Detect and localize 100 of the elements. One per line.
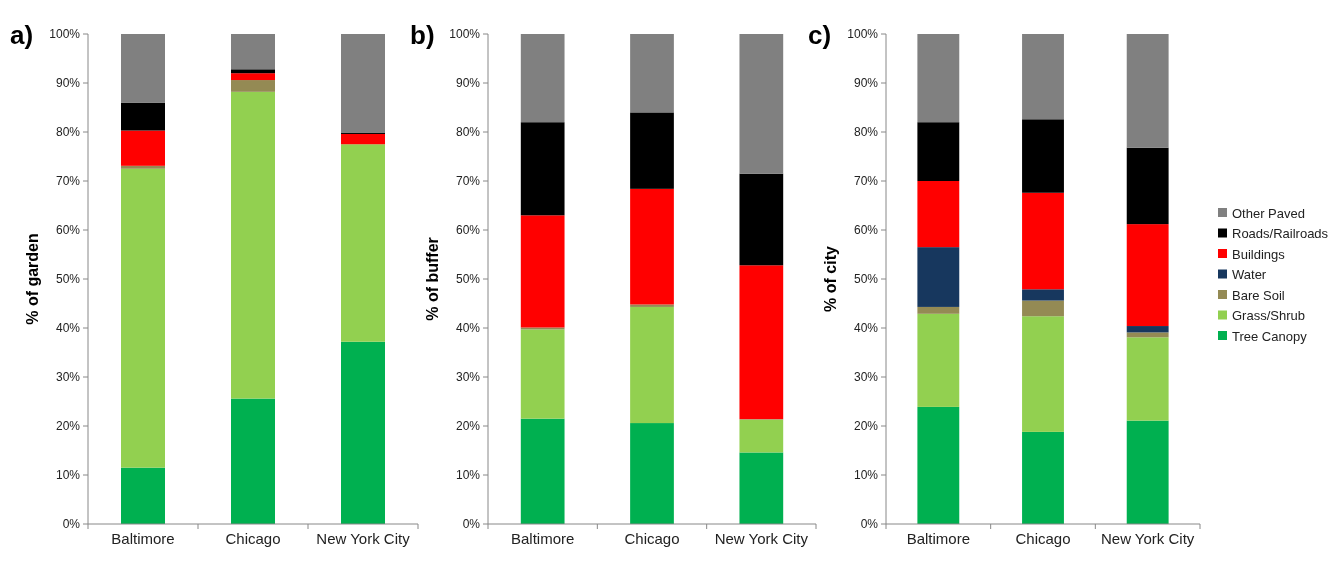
y-axis-title: % of city [822, 246, 839, 312]
y-tick-label: 100% [449, 27, 481, 42]
chart-title: c) [808, 20, 832, 50]
bar [630, 423, 674, 524]
bar [1022, 34, 1064, 120]
y-tick-label: 90% [55, 76, 81, 91]
y-tick-label: 60% [55, 223, 81, 238]
legend-label: Buildings [1232, 246, 1286, 262]
y-tick-label: 30% [853, 370, 879, 385]
y-tick-label: 20% [55, 419, 81, 434]
bar [231, 69, 275, 74]
bar [341, 144, 385, 342]
bar [341, 133, 385, 145]
y-tick-label: 50% [455, 272, 481, 287]
y-tick-label: 10% [455, 468, 481, 483]
bar [917, 313, 960, 407]
bar [1022, 300, 1064, 317]
bar [121, 102, 165, 131]
legend-label: Grass/Shrub [1232, 308, 1305, 324]
y-tick-label: 70% [55, 174, 81, 189]
y-axis-title: % of buffer [424, 237, 441, 321]
bar [917, 181, 960, 248]
y-tick-label: 20% [455, 419, 481, 434]
y-tick-label: 50% [55, 272, 81, 287]
bar [630, 306, 674, 424]
bar [121, 467, 165, 524]
x-tick-label: New York City [1100, 530, 1195, 547]
y-tick-label: 0% [462, 517, 481, 532]
bar [630, 188, 674, 305]
y-tick-label: 70% [853, 174, 879, 189]
x-tick-label: Chicago [1015, 530, 1071, 547]
legend-label: Roads/Railroads [1232, 226, 1329, 242]
y-tick-label: 80% [55, 125, 81, 140]
bar [1022, 289, 1064, 301]
y-tick-label: 0% [62, 517, 81, 532]
bar [630, 34, 674, 113]
bar [1022, 431, 1064, 524]
y-tick-label: 50% [853, 272, 879, 287]
bar [1022, 192, 1064, 290]
bar [1126, 420, 1169, 524]
legend-label: Bare Soil [1232, 287, 1285, 303]
x-tick-label: New York City [316, 530, 411, 547]
bar [341, 34, 385, 133]
bar [1126, 224, 1169, 327]
x-tick-label: Baltimore [111, 530, 175, 547]
y-tick-label: 90% [455, 76, 481, 91]
bar [121, 34, 165, 103]
y-tick-label: 20% [853, 419, 879, 434]
x-tick-label: Baltimore [510, 530, 575, 547]
bar [917, 122, 960, 181]
bar [520, 329, 565, 419]
chart-title: b) [410, 20, 435, 50]
bar [739, 173, 784, 266]
bar [121, 168, 165, 468]
bar [231, 91, 275, 399]
x-tick-label: Chicago [624, 530, 680, 547]
legend-label: Tree Canopy [1232, 328, 1308, 344]
y-tick-label: 80% [455, 125, 481, 140]
bar [341, 341, 385, 524]
y-tick-label: 60% [455, 223, 481, 238]
bar [1126, 34, 1169, 148]
bar [1126, 326, 1169, 333]
bar [917, 406, 960, 524]
y-tick-label: 100% [847, 27, 879, 42]
bar [739, 452, 784, 524]
bar [630, 112, 674, 189]
legend-label: Water [1232, 267, 1267, 283]
y-tick-label: 40% [853, 321, 879, 336]
bar [739, 419, 784, 453]
bar [1126, 337, 1169, 421]
y-tick-label: 40% [455, 321, 481, 336]
x-tick-label: Baltimore [906, 530, 971, 547]
y-tick-label: 30% [455, 370, 481, 385]
bar [231, 34, 275, 70]
bar [917, 306, 960, 314]
bar [121, 130, 165, 166]
y-tick-label: 60% [853, 223, 879, 238]
y-tick-label: 70% [455, 174, 481, 189]
y-tick-label: 80% [853, 125, 879, 140]
x-tick-label: New York City [714, 530, 809, 547]
bar [520, 215, 565, 328]
bar [231, 73, 275, 81]
bar [520, 34, 565, 123]
bar [520, 418, 565, 524]
y-tick-label: 0% [860, 517, 879, 532]
bar [1022, 119, 1064, 193]
y-tick-label: 10% [853, 468, 879, 483]
bar [1022, 316, 1064, 432]
chart-title: a) [10, 20, 34, 50]
bar [630, 304, 674, 307]
bar [917, 34, 960, 123]
y-axis-title: % of garden [24, 233, 41, 325]
y-tick-label: 100% [49, 27, 81, 42]
bar [739, 34, 784, 174]
bar [121, 165, 165, 169]
y-tick-label: 10% [55, 468, 81, 483]
bar [1126, 147, 1169, 225]
legend-label: Other Paved [1232, 205, 1305, 221]
bar [739, 265, 784, 420]
bar [917, 247, 960, 307]
